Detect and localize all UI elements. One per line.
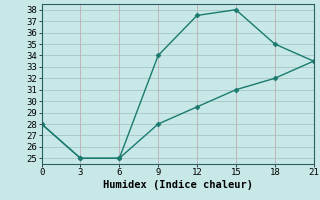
X-axis label: Humidex (Indice chaleur): Humidex (Indice chaleur)	[103, 180, 252, 190]
